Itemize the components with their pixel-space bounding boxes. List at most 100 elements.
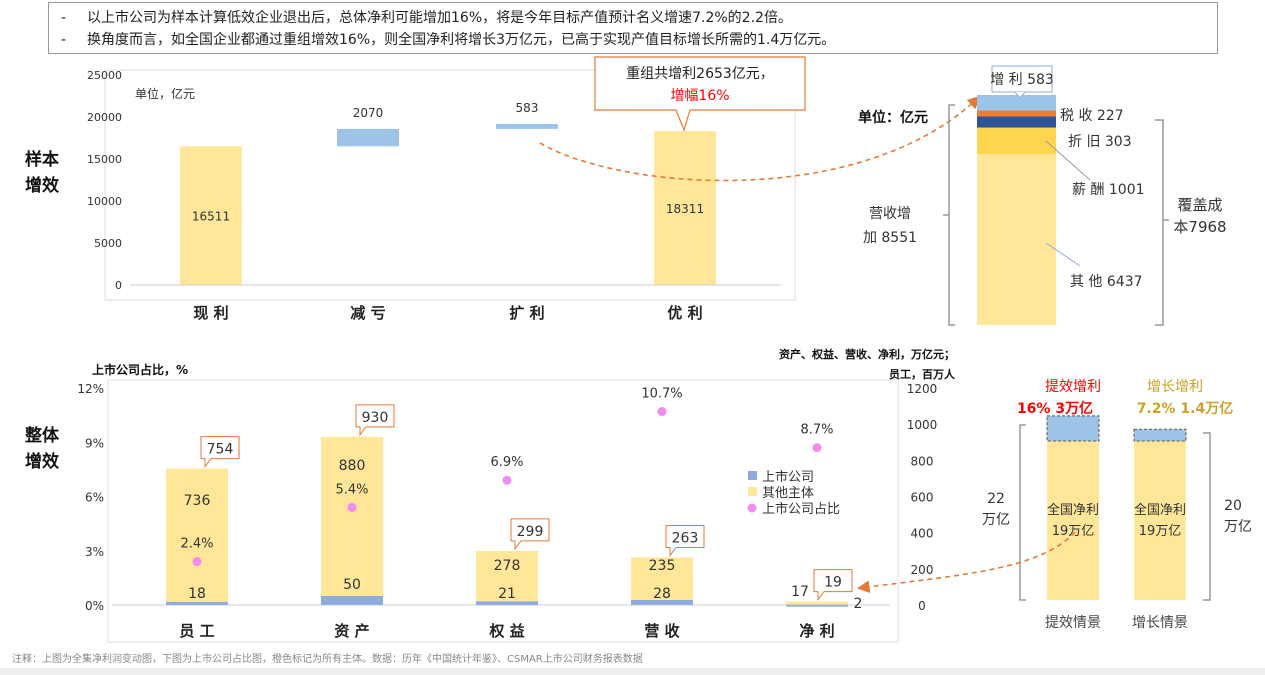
y-tick-label: 10000 xyxy=(87,195,122,208)
total-label: 22 xyxy=(987,491,1005,507)
pct-dot xyxy=(192,557,202,567)
legend-label: 上市公司 xyxy=(762,469,814,485)
total-label: 930 xyxy=(362,410,389,426)
y-tick-label-left: 6% xyxy=(85,491,104,505)
bar-other xyxy=(786,601,848,605)
legend-label: 上市公司占比 xyxy=(762,501,840,517)
base-label: 19万亿 xyxy=(1139,524,1182,539)
increment-bar xyxy=(1046,415,1100,442)
increment-bar xyxy=(1133,428,1187,442)
bar-other xyxy=(631,557,693,600)
listed-value-label: 28 xyxy=(653,586,671,602)
dashed-arrow xyxy=(539,95,981,182)
data-label: 16511 xyxy=(192,210,230,224)
y-tick-label: 20000 xyxy=(87,111,122,124)
pct-dot xyxy=(347,502,357,512)
increment-title: 提效增利 xyxy=(1045,379,1101,395)
stack-segment xyxy=(977,110,1056,117)
increment-label: 16% 3万亿 xyxy=(1017,400,1093,417)
right-bracket xyxy=(1203,432,1211,601)
category-label: 营 收 xyxy=(644,622,679,640)
category-label: 扩 利 xyxy=(509,304,544,322)
segment-label: 其 他 6437 xyxy=(1070,274,1143,290)
bar-listed xyxy=(166,601,228,605)
bar-listed xyxy=(321,595,383,605)
y-tick-label-left: 9% xyxy=(85,436,104,450)
pct-dot xyxy=(657,407,667,417)
data-label: 2070 xyxy=(353,106,384,120)
bracket-label: 覆盖成 xyxy=(1177,196,1222,214)
bracket-label: 加 8551 xyxy=(863,230,917,246)
bracket-label: 营收增 xyxy=(869,206,911,222)
category-label: 权 益 xyxy=(488,622,524,640)
axis-title: 上市公司占比，% xyxy=(92,362,188,377)
pct-label: 5.4% xyxy=(335,482,368,497)
y-tick-label-right: 1200 xyxy=(907,382,938,396)
total-callout xyxy=(813,569,853,602)
plot-frame xyxy=(107,379,899,643)
footnote: 注释：上图为全集净利润变动图，下图为上市公司占比图，橙色标记为所有主体。数据：历… xyxy=(0,648,1265,675)
total-callout xyxy=(355,404,395,437)
summary-text: 以上市公司为样本计算低效企业退出后，总体净利可能增加16%，将是今年目标产值预计… xyxy=(87,10,792,26)
segment-label: 薪 酬 1001 xyxy=(1072,182,1145,198)
scenario-label: 增长情景 xyxy=(1132,615,1188,631)
stack-segment xyxy=(977,127,1056,155)
bar-listed xyxy=(631,599,693,605)
unit-label: 单位，亿元 xyxy=(135,86,195,101)
bar-other xyxy=(166,468,228,602)
left-bracket xyxy=(1019,424,1026,601)
y-tick-label: 25000 xyxy=(87,69,122,82)
bar-listed xyxy=(476,601,538,605)
stack-segment xyxy=(977,154,1056,325)
segment-label: 税 收 227 xyxy=(1060,108,1124,124)
waterfall-bar xyxy=(337,128,399,147)
stack-segment xyxy=(977,95,1056,111)
total-label: 19 xyxy=(824,575,842,591)
bracket-label: 本7968 xyxy=(1173,218,1226,236)
y-tick-label-left: 12% xyxy=(77,382,104,396)
axis-title: 资产、权益、营收、净利，万亿元； xyxy=(779,347,955,361)
leader-line xyxy=(1045,140,1091,181)
pct-dot xyxy=(812,443,822,453)
waterfall-bar xyxy=(654,131,716,285)
waterfall-bar xyxy=(496,124,558,129)
leader-line xyxy=(1045,242,1081,267)
right-bracket xyxy=(1155,119,1169,326)
category-label: 资 产 xyxy=(334,622,369,640)
y-tick-label: 15000 xyxy=(87,153,122,166)
listed-value-label: 50 xyxy=(343,577,361,593)
increment-title: 增长增利 xyxy=(1147,379,1203,395)
other-value-label: 235 xyxy=(649,558,676,574)
listed-value-label: 2 xyxy=(854,596,863,612)
listed-value-label: 21 xyxy=(498,586,516,602)
total-callout xyxy=(200,436,240,469)
y-tick-label-left: 3% xyxy=(85,545,104,559)
category-label: 净 利 xyxy=(799,622,834,640)
base-label: 19万亿 xyxy=(1052,524,1095,539)
y-tick-label-right: 200 xyxy=(911,563,934,577)
label-box xyxy=(991,65,1053,93)
y-tick-label-right: 600 xyxy=(911,491,934,505)
other-value-label: 880 xyxy=(339,458,366,474)
legend-swatch xyxy=(747,503,757,513)
bar-other xyxy=(476,550,538,602)
left-bracket xyxy=(943,104,955,326)
row-label-sample: 样本增效 xyxy=(25,150,59,196)
base-label: 全国净利 xyxy=(1134,502,1186,518)
total-callout xyxy=(510,518,550,551)
y-tick-label-right: 1000 xyxy=(907,418,938,432)
waterfall-bar xyxy=(180,146,242,285)
data-label: 583 xyxy=(516,101,539,115)
base-label: 全国净利 xyxy=(1047,502,1099,518)
total-label: 299 xyxy=(517,524,544,540)
pct-dot xyxy=(502,475,512,485)
y-tick-label: 0 xyxy=(115,279,122,292)
callout-text: 重组共增利2653亿元， xyxy=(626,66,774,82)
unit-label: 单位：亿元 xyxy=(858,109,928,126)
row-label-overall: 整体增效 xyxy=(25,426,59,472)
total-label: 263 xyxy=(672,530,699,546)
summary-line: - 换角度而言，如全国企业都通过重组增效16%，则全国净利将增长3万亿元，已高于实… xyxy=(61,32,836,48)
total-label: 754 xyxy=(207,442,234,458)
category-label: 优 利 xyxy=(667,304,702,322)
